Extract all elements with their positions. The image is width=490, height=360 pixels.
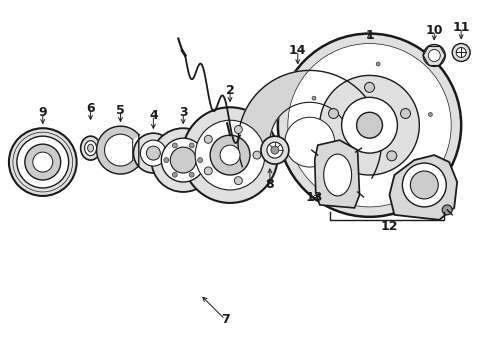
Text: 6: 6 bbox=[86, 102, 95, 115]
Circle shape bbox=[220, 145, 240, 165]
Circle shape bbox=[234, 177, 243, 185]
Circle shape bbox=[428, 50, 440, 62]
Circle shape bbox=[442, 205, 452, 215]
Circle shape bbox=[288, 44, 451, 207]
Circle shape bbox=[172, 143, 177, 148]
Circle shape bbox=[189, 172, 194, 177]
Circle shape bbox=[33, 152, 53, 172]
Text: 2: 2 bbox=[226, 84, 234, 97]
Circle shape bbox=[141, 140, 166, 166]
Circle shape bbox=[357, 112, 383, 138]
Circle shape bbox=[365, 82, 374, 92]
Circle shape bbox=[261, 136, 289, 164]
Text: 9: 9 bbox=[39, 106, 47, 119]
Circle shape bbox=[133, 133, 173, 173]
Circle shape bbox=[17, 136, 69, 188]
Circle shape bbox=[151, 128, 215, 192]
Circle shape bbox=[234, 126, 243, 134]
Ellipse shape bbox=[85, 141, 97, 156]
Text: 11: 11 bbox=[452, 21, 470, 34]
Text: 10: 10 bbox=[425, 24, 443, 37]
Circle shape bbox=[171, 147, 196, 173]
Text: 13: 13 bbox=[306, 192, 323, 204]
Circle shape bbox=[396, 178, 400, 182]
Circle shape bbox=[312, 96, 316, 100]
Circle shape bbox=[342, 97, 397, 153]
Circle shape bbox=[164, 158, 169, 163]
Text: 4: 4 bbox=[149, 109, 158, 122]
Polygon shape bbox=[315, 140, 360, 208]
Circle shape bbox=[161, 138, 205, 182]
Text: 5: 5 bbox=[116, 104, 125, 117]
Circle shape bbox=[376, 62, 380, 66]
Text: 12: 12 bbox=[381, 220, 398, 233]
Circle shape bbox=[278, 33, 461, 217]
Circle shape bbox=[319, 75, 419, 175]
Polygon shape bbox=[97, 126, 139, 174]
Circle shape bbox=[197, 158, 203, 163]
Ellipse shape bbox=[324, 154, 352, 196]
Ellipse shape bbox=[81, 136, 100, 160]
Circle shape bbox=[9, 128, 76, 196]
Circle shape bbox=[410, 171, 438, 199]
Circle shape bbox=[147, 146, 160, 160]
Circle shape bbox=[387, 151, 397, 161]
Circle shape bbox=[271, 146, 279, 154]
Circle shape bbox=[210, 135, 250, 175]
Text: 7: 7 bbox=[220, 313, 229, 326]
Circle shape bbox=[267, 142, 283, 158]
Circle shape bbox=[285, 117, 335, 167]
Circle shape bbox=[328, 108, 339, 118]
Circle shape bbox=[400, 108, 411, 118]
Circle shape bbox=[25, 144, 61, 180]
Circle shape bbox=[182, 107, 278, 203]
Circle shape bbox=[189, 143, 194, 148]
Circle shape bbox=[402, 163, 446, 207]
Text: 1: 1 bbox=[365, 29, 374, 42]
Circle shape bbox=[456, 48, 466, 58]
Circle shape bbox=[253, 151, 261, 159]
Circle shape bbox=[428, 112, 432, 117]
Circle shape bbox=[172, 172, 177, 177]
Circle shape bbox=[204, 135, 212, 143]
Circle shape bbox=[423, 45, 445, 67]
Text: 8: 8 bbox=[266, 179, 274, 192]
Ellipse shape bbox=[88, 144, 94, 152]
Circle shape bbox=[324, 168, 329, 172]
Text: 14: 14 bbox=[289, 44, 307, 57]
Circle shape bbox=[195, 120, 265, 190]
Polygon shape bbox=[238, 71, 381, 178]
Circle shape bbox=[204, 167, 212, 175]
Circle shape bbox=[343, 151, 352, 161]
Circle shape bbox=[452, 44, 470, 62]
Polygon shape bbox=[390, 155, 457, 220]
Text: 3: 3 bbox=[179, 106, 188, 119]
